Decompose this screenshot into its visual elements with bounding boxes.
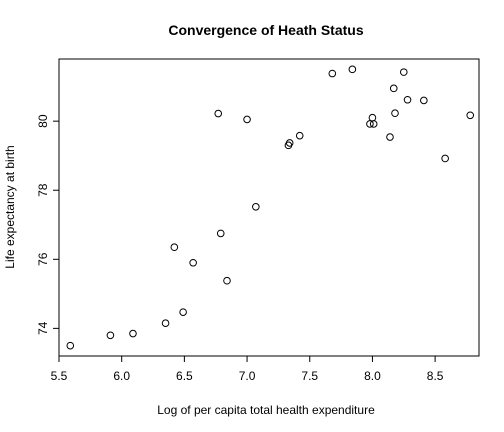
- y-tick-label: 74: [36, 321, 50, 335]
- x-axis-label: Log of per capita total health expenditu…: [157, 403, 375, 417]
- data-point: [244, 116, 251, 123]
- y-axis-label: Life expectancy at birth: [3, 145, 17, 268]
- x-tick-label: 7.0: [239, 369, 256, 383]
- data-point: [387, 134, 394, 141]
- x-tick-label: 8.0: [364, 369, 381, 383]
- y-axis: 74 76 78 80: [36, 114, 59, 335]
- chart-title: Convergence of Heath Status: [168, 22, 363, 38]
- data-point: [171, 244, 178, 251]
- data-point: [442, 155, 449, 162]
- x-tick-label: 6.5: [176, 369, 193, 383]
- x-axis: 5.5 6.0 6.5 7.0 7.5 8.0 8.5: [51, 356, 444, 383]
- x-tick-label: 7.5: [301, 369, 318, 383]
- y-tick-label: 76: [36, 252, 50, 266]
- data-point: [130, 330, 137, 337]
- data-point: [400, 69, 407, 76]
- data-point: [421, 97, 428, 104]
- x-tick-label: 5.5: [51, 369, 68, 383]
- data-point: [215, 110, 222, 117]
- data-point: [162, 320, 169, 327]
- data-point: [296, 132, 303, 139]
- data-point: [349, 66, 356, 73]
- data-point: [217, 230, 224, 237]
- x-tick-label: 8.5: [427, 369, 444, 383]
- data-point: [369, 114, 376, 121]
- data-point: [67, 342, 74, 349]
- plot-frame: [59, 59, 479, 356]
- data-point: [286, 140, 293, 147]
- data-point: [467, 112, 474, 119]
- data-point: [392, 110, 399, 117]
- y-tick-label: 80: [36, 114, 50, 128]
- data-point: [107, 332, 114, 339]
- data-points: [67, 66, 474, 349]
- data-point: [390, 85, 397, 92]
- data-point: [180, 309, 187, 316]
- y-tick-label: 78: [36, 183, 50, 197]
- data-point: [224, 277, 231, 284]
- data-point: [253, 204, 260, 211]
- data-point: [190, 259, 197, 266]
- x-tick-label: 6.0: [113, 369, 130, 383]
- data-point: [404, 96, 411, 103]
- data-point: [329, 70, 336, 77]
